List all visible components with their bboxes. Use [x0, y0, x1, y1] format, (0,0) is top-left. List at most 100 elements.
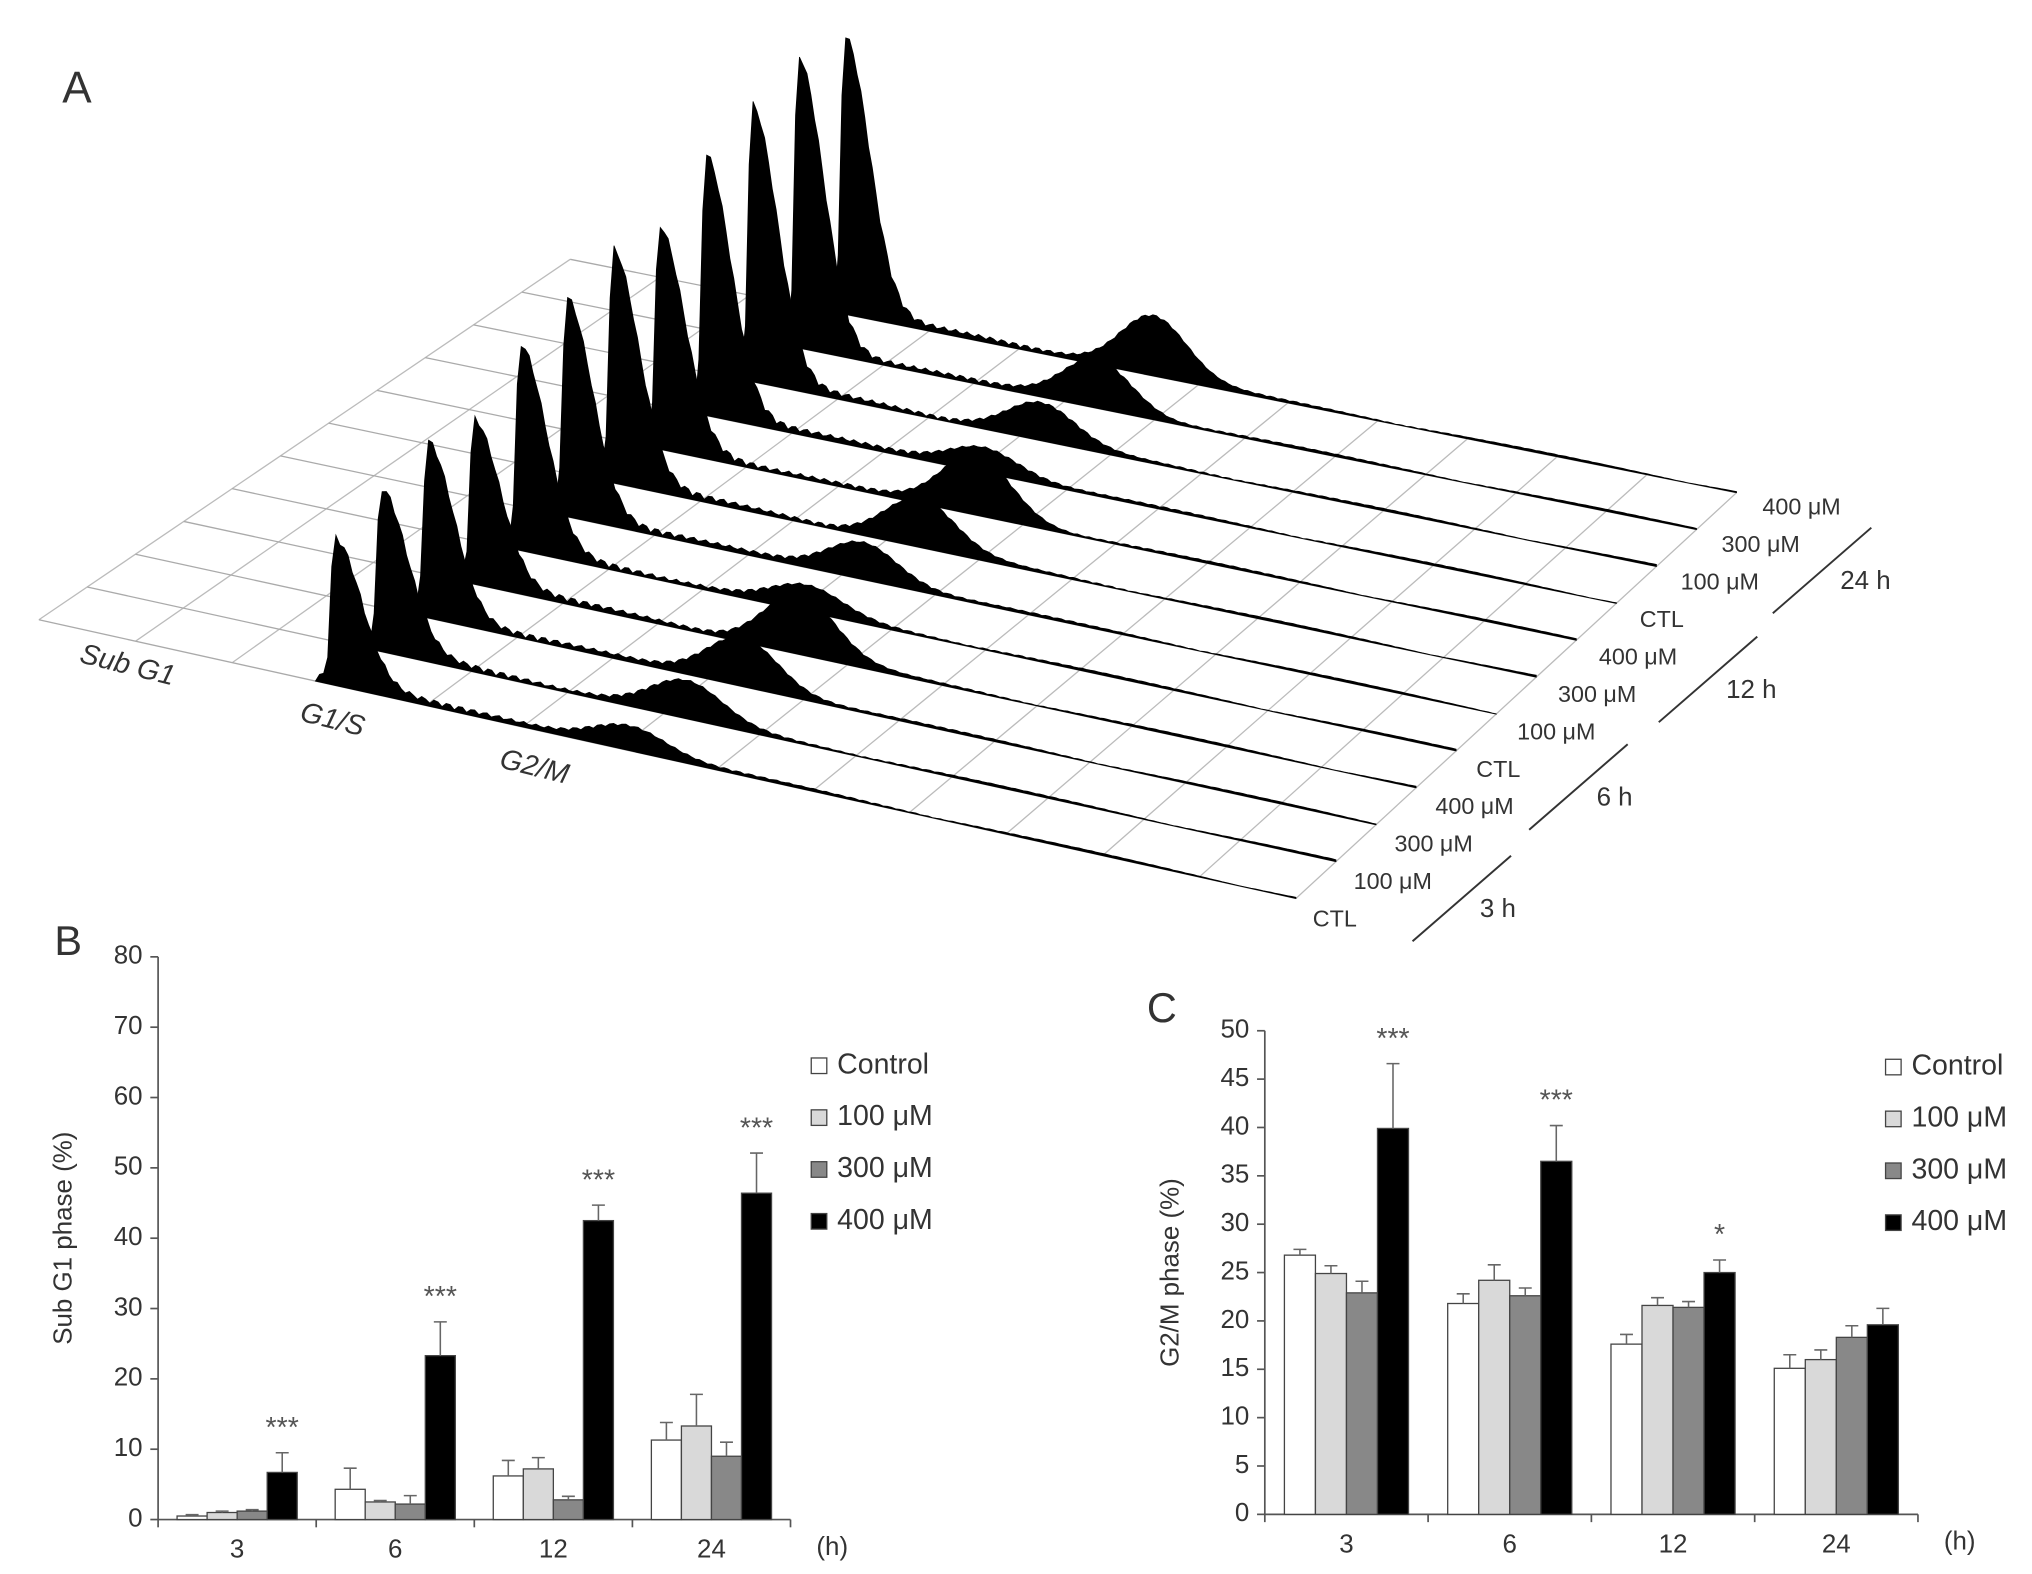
sample-label: 300 μM: [1395, 831, 1473, 857]
error-bar: [531, 1456, 545, 1469]
significance: ***: [424, 1281, 457, 1313]
bar: [740, 1192, 773, 1521]
sample-label: 100 μM: [1354, 868, 1432, 894]
phase-label: Sub G1: [77, 638, 179, 692]
error-bar: [1783, 1353, 1797, 1369]
x-tick-label: 6: [388, 1536, 402, 1564]
error-bar: [501, 1459, 515, 1476]
bar: [1283, 1254, 1317, 1516]
error-bar: [373, 1499, 387, 1502]
y-tick-label: 0: [1235, 1499, 1249, 1527]
bar: [1835, 1336, 1868, 1516]
time-label: 24 h: [1840, 567, 1890, 595]
bar: [1773, 1367, 1806, 1516]
bar: [424, 1355, 456, 1521]
error-bar: [689, 1393, 703, 1426]
error-bar: [591, 1204, 605, 1221]
sample-label: 300 μM: [1558, 681, 1636, 707]
bar: [1866, 1324, 1900, 1516]
legend-swatch: [1884, 1214, 1902, 1232]
error-bar: [1713, 1259, 1727, 1273]
legend-swatch: [810, 1109, 828, 1127]
y-tick-label: 20: [114, 1364, 143, 1392]
bar: [1804, 1358, 1837, 1516]
error-bar: [1518, 1287, 1532, 1296]
y-tick-label: 10: [1220, 1402, 1249, 1430]
y-tick-label: 50: [1220, 1016, 1249, 1044]
bar: [266, 1471, 298, 1521]
histogram-trace: [547, 296, 1497, 715]
floor-grid: [1295, 492, 1737, 899]
y-tick-label: 35: [1220, 1161, 1249, 1189]
histogram-trace: [640, 226, 1577, 641]
phase-label: G2/M: [497, 743, 573, 791]
error-bar: [1876, 1307, 1890, 1325]
bar: [1703, 1271, 1736, 1516]
time-separator: [1772, 526, 1872, 614]
error-bar: [750, 1152, 763, 1194]
bar: [1376, 1127, 1410, 1516]
sample-label: 400 μM: [1435, 793, 1513, 819]
bar: [394, 1503, 426, 1521]
error-bar: [719, 1441, 733, 1457]
y-tick-label: 10: [114, 1434, 143, 1462]
time-separator: [1658, 635, 1758, 723]
sample-label: 100 μM: [1681, 568, 1759, 594]
legend-swatch: [810, 1161, 828, 1178]
bar: [1314, 1272, 1348, 1516]
floor-grid: [1198, 474, 1648, 878]
x-tick-label: 12: [539, 1536, 568, 1564]
x-axis-label: (h): [1944, 1528, 1976, 1556]
error-bar: [659, 1421, 673, 1441]
sample-label: CTL: [1640, 606, 1684, 632]
legend-label: 400 μM: [837, 1204, 933, 1236]
chart: C 0 5 10 15 20 25 30 35 40 45 50 G2/M phase (%) (h) 3 *…: [1147, 984, 2007, 1558]
y-tick-label: 40: [114, 1223, 143, 1251]
sample-label: 300 μM: [1722, 531, 1800, 557]
bar: [1610, 1343, 1643, 1516]
x-tick-label: 24: [697, 1536, 726, 1564]
time-label: 12 h: [1726, 676, 1776, 704]
bar: [582, 1219, 615, 1521]
legend-label: Control: [837, 1048, 929, 1080]
x-tick-label: 3: [1339, 1530, 1353, 1558]
bar: [176, 1515, 208, 1521]
y-tick-label: 5: [1235, 1451, 1249, 1479]
error-bar: [1324, 1265, 1338, 1274]
time-separator: [1411, 854, 1512, 943]
floor-grid: [812, 402, 1289, 792]
panel-label: C: [1147, 984, 1177, 1031]
phase-label: G1/S: [297, 696, 368, 743]
significance: *: [1714, 1219, 1725, 1251]
legend-swatch: [810, 1057, 828, 1075]
y-tick-label: 70: [114, 1012, 143, 1040]
bar: [1478, 1279, 1511, 1516]
y-tick-label: 30: [1220, 1209, 1249, 1237]
legend-swatch: [1884, 1058, 1902, 1076]
floor-grid: [425, 330, 930, 707]
legend-swatch: [1884, 1110, 1902, 1128]
time-label: 6 h: [1597, 784, 1633, 812]
histogram-trace: [686, 154, 1617, 604]
legend-label: 100 μM: [1911, 1101, 2007, 1133]
significance: ***: [740, 1112, 773, 1144]
bar: [552, 1499, 585, 1521]
y-tick-label: 60: [114, 1082, 143, 1110]
legend-label: Control: [1911, 1050, 2003, 1082]
x-tick-label: 3: [230, 1536, 244, 1564]
sample-label: 100 μM: [1517, 718, 1595, 744]
time-separator: [1528, 743, 1629, 831]
bar: [1509, 1295, 1542, 1516]
significance: ***: [1540, 1085, 1573, 1117]
y-tick-label: 80: [114, 942, 143, 970]
sample-label: 400 μM: [1762, 493, 1840, 519]
error-bar: [343, 1467, 357, 1490]
bar: [334, 1488, 366, 1521]
floor-grid: [908, 420, 1379, 814]
panel-a: CTL 100 μM 300 μM 400 μM CTL 100 μM 300 μM 400 …: [38, 37, 1891, 943]
floor-grid: [521, 348, 1020, 728]
bar: [1540, 1160, 1573, 1516]
bar: [680, 1425, 713, 1521]
